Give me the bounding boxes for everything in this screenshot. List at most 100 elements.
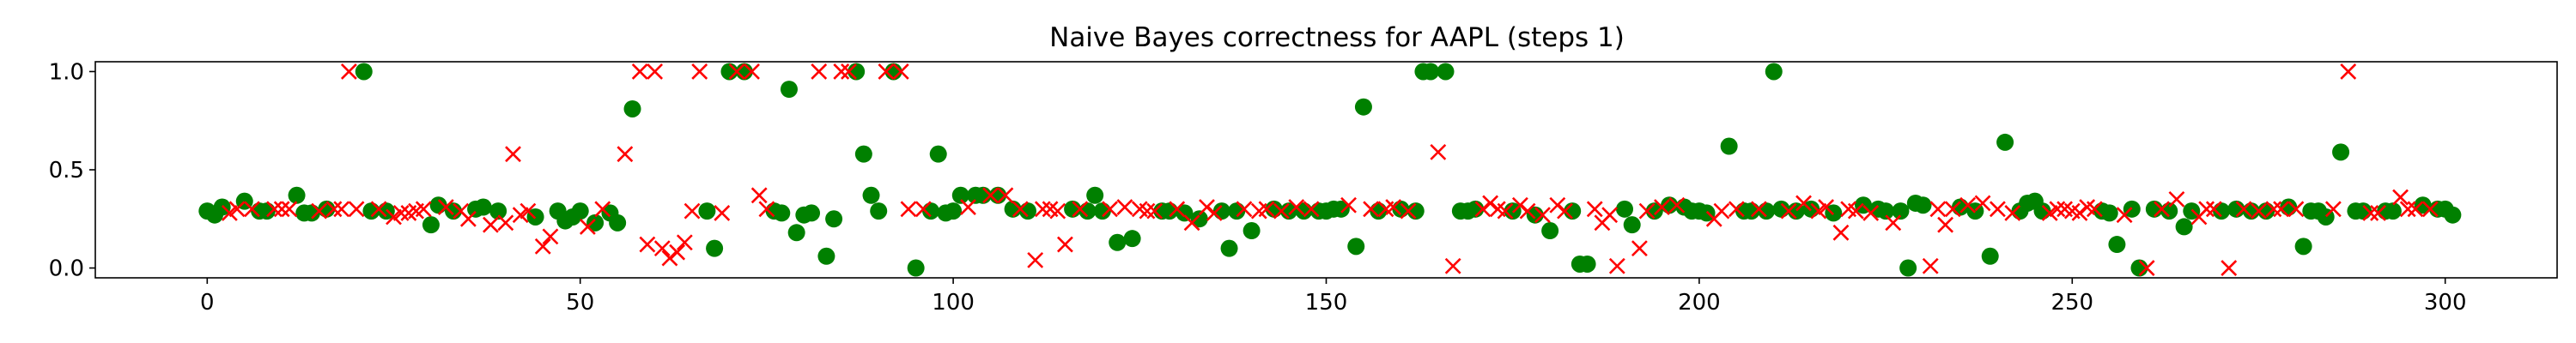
x-marker-point: [2370, 204, 2386, 221]
circle-marker-point: [2294, 238, 2312, 256]
x-marker-point: [1668, 196, 1686, 214]
circle-marker-point: [1422, 63, 1440, 81]
x-marker-point: [1385, 199, 1402, 215]
x-marker-point: [1288, 199, 1305, 215]
x-marker-point: [2265, 201, 2282, 218]
x-marker-point: [266, 201, 283, 218]
x-marker-point: [333, 201, 350, 218]
x-marker-point: [1183, 214, 1200, 232]
x-marker-point: [1728, 201, 1745, 218]
circle-marker-point: [1109, 233, 1127, 251]
x-marker-point: [1847, 202, 1864, 220]
x-marker-point: [273, 201, 290, 218]
x-marker-point: [2049, 201, 2066, 218]
x-marker-point: [1974, 195, 1991, 212]
x-marker-point: [221, 204, 238, 221]
x-marker-point: [1430, 143, 1447, 160]
x-marker-point: [1713, 202, 1730, 220]
x-marker-point: [631, 63, 648, 80]
x-marker-point: [1631, 240, 1648, 257]
circle-marker-point: [489, 202, 507, 220]
x-marker-point: [386, 208, 402, 226]
circle-marker-point: [2332, 143, 2350, 161]
circle-marker-point: [474, 198, 492, 216]
x-marker-point: [914, 201, 932, 218]
circle-marker-point: [355, 63, 373, 81]
x-marker-point: [1989, 201, 2006, 218]
x-marker-point: [2004, 204, 2021, 221]
x-marker-point: [982, 187, 999, 204]
x-marker-point: [1601, 207, 1619, 224]
x-marker-point: [1862, 204, 1880, 221]
circle-marker-point: [780, 81, 798, 99]
x-marker-point: [617, 146, 634, 163]
x-marker-point: [2235, 201, 2252, 218]
circle-marker-point: [870, 202, 888, 220]
x-marker-point: [415, 201, 432, 218]
x-marker-point: [1519, 202, 1536, 220]
x-marker-point: [691, 63, 708, 80]
series-layer: [198, 63, 2462, 277]
x-marker-point: [841, 63, 857, 80]
circle-marker-point: [288, 186, 306, 204]
x-marker-point: [2251, 202, 2267, 220]
x-marker-point: [1922, 257, 1939, 274]
x-tick-label: 0: [200, 290, 215, 316]
circle-marker-point: [1981, 247, 1999, 265]
x-marker-point: [1057, 236, 1073, 253]
x-marker-point: [311, 202, 328, 220]
circle-marker-point: [1190, 210, 1208, 228]
circle-marker-point: [1220, 239, 1238, 257]
x-marker-point: [653, 240, 671, 257]
x-marker-point: [2392, 189, 2409, 206]
x-marker-point: [1780, 202, 1797, 220]
x-marker-point: [2116, 207, 2133, 224]
x-marker-point: [534, 238, 551, 255]
circle-marker-point: [787, 224, 805, 242]
x-marker-point: [1608, 257, 1625, 274]
x-marker-point: [519, 202, 537, 220]
x-marker-point: [2273, 201, 2289, 218]
x-marker-point: [1340, 196, 1357, 214]
circle-marker-point: [2384, 202, 2402, 220]
x-marker-point: [2205, 201, 2222, 218]
x-marker-point: [2287, 201, 2305, 218]
circle-marker-point: [945, 202, 963, 220]
x-marker-point: [1586, 201, 1603, 218]
x-marker-point: [2086, 201, 2103, 218]
x-tick-label: 300: [2424, 290, 2467, 316]
x-marker-point: [1102, 201, 1118, 218]
circle-marker-point: [1877, 202, 1895, 220]
circle-marker-point: [422, 216, 440, 234]
x-marker-point: [340, 63, 357, 80]
x-marker-point: [2138, 260, 2155, 276]
circle-marker-point: [817, 247, 835, 265]
x-marker-point: [2340, 63, 2357, 80]
x-marker-point: [228, 201, 246, 218]
circle-marker-point: [1354, 98, 1372, 116]
circle-marker-point: [1616, 200, 1634, 218]
x-marker-point: [1818, 199, 1835, 215]
x-marker-point: [1795, 195, 1812, 212]
x-marker-point: [2168, 190, 2185, 208]
x-marker-point: [892, 63, 909, 80]
x-marker-point: [325, 201, 343, 218]
x-marker-point: [281, 201, 298, 218]
circle-marker-point: [1996, 133, 2014, 151]
x-marker-point: [997, 187, 1014, 204]
x-marker-point: [370, 201, 387, 218]
x-marker-point: [1638, 202, 1656, 220]
x-marker-point: [1236, 201, 1253, 218]
x-tick-label: 250: [2050, 290, 2093, 316]
circle-marker-point: [1578, 255, 1596, 273]
x-marker-point: [512, 207, 529, 224]
circle-marker-point: [1720, 137, 1738, 155]
x-marker-point: [542, 228, 559, 245]
x-marker-point: [1363, 201, 1380, 218]
x-marker-point: [1049, 202, 1066, 220]
circle-marker-point: [623, 99, 641, 117]
x-marker-point: [1400, 202, 1417, 220]
x-marker-point: [392, 204, 410, 221]
x-marker-point: [1885, 214, 1902, 232]
